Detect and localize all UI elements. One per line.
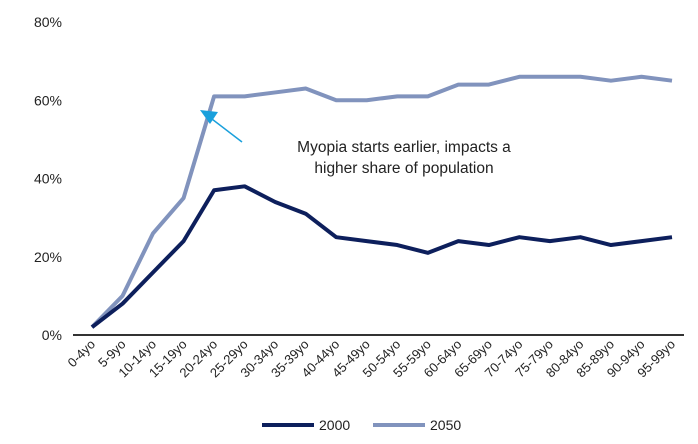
legend-label-2000: 2000 bbox=[319, 417, 350, 433]
series-line-2050 bbox=[92, 77, 672, 327]
annotation-arrow bbox=[208, 116, 242, 142]
y-tick-label: 40% bbox=[34, 171, 62, 187]
annotation-line-1: Myopia starts earlier, impacts a bbox=[297, 139, 511, 156]
y-tick-label: 80% bbox=[34, 14, 62, 30]
x-tick-label: 0-4yo bbox=[65, 337, 99, 371]
y-tick-label: 60% bbox=[34, 92, 62, 108]
legend-label-2050: 2050 bbox=[430, 417, 461, 433]
y-tick-label: 0% bbox=[42, 327, 62, 343]
annotation-line-2: higher share of population bbox=[314, 160, 493, 177]
y-tick-label: 20% bbox=[34, 249, 62, 265]
series-line-2000 bbox=[92, 186, 672, 327]
